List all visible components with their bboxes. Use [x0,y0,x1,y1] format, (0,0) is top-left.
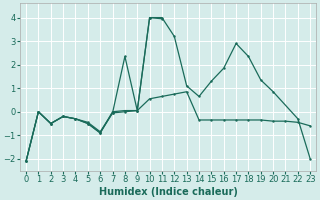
X-axis label: Humidex (Indice chaleur): Humidex (Indice chaleur) [99,187,237,197]
